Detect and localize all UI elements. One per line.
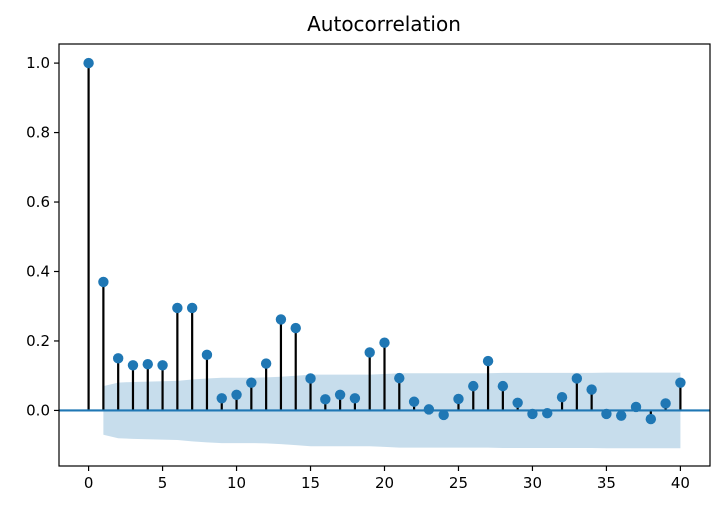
x-tick-label-35: 35 — [597, 474, 616, 492]
x-tick-label-15: 15 — [301, 474, 320, 492]
acf-point-lag-7 — [186, 302, 198, 314]
acf-point-lag-40 — [675, 377, 686, 388]
acf-point-lag-23 — [423, 404, 435, 415]
acf-point-lag-34 — [586, 384, 597, 395]
acf-point-lag-1 — [98, 276, 109, 288]
y-tick-label-1: 0.2 — [26, 332, 50, 350]
acf-point-lag-24 — [438, 409, 449, 421]
acf-point-lag-31 — [542, 408, 553, 419]
chart-title: Autocorrelation — [307, 12, 461, 36]
acf-point-lag-19 — [364, 347, 375, 358]
acf-point-lag-27 — [482, 355, 494, 367]
acf-point-lag-28 — [497, 380, 509, 392]
acf-point-lag-20 — [379, 337, 390, 348]
acf-point-lag-26 — [468, 380, 479, 392]
acf-point-lag-13 — [275, 314, 287, 325]
x-tick-label-20: 20 — [375, 474, 394, 492]
x-tick-label-10: 10 — [227, 474, 246, 492]
marker-layer — [83, 57, 686, 425]
acf-point-lag-9 — [216, 393, 227, 404]
acf-point-lag-29 — [512, 397, 523, 408]
acf-point-lag-4 — [142, 359, 153, 370]
x-tick-label-5: 5 — [158, 474, 168, 492]
acf-point-lag-16 — [320, 394, 331, 405]
y-tick-label-3: 0.6 — [26, 193, 50, 211]
x-axis: 0 5 10 15 20 25 30 35 40 — [84, 466, 690, 492]
acf-point-lag-30 — [527, 408, 538, 420]
acf-point-lag-35 — [601, 408, 612, 420]
acf-point-lag-33 — [571, 373, 583, 384]
stem-layer — [87, 63, 682, 420]
acf-point-lag-39 — [660, 398, 671, 409]
acf-point-lag-0 — [83, 57, 94, 69]
acf-point-lag-22 — [408, 396, 420, 407]
x-tick-label-40: 40 — [671, 474, 690, 492]
y-tick-label-2: 0.4 — [26, 262, 50, 280]
acf-point-lag-6 — [172, 302, 183, 314]
acf-point-lag-38 — [645, 413, 657, 425]
acf-point-lag-36 — [616, 410, 627, 421]
acf-point-lag-5 — [157, 360, 168, 371]
acf-point-lag-21 — [394, 372, 405, 384]
acf-point-lag-10 — [231, 389, 242, 400]
acf-point-lag-8 — [201, 349, 213, 361]
acf-point-lag-14 — [290, 322, 301, 334]
x-tick-label-30: 30 — [523, 474, 542, 492]
y-tick-label-4: 0.8 — [26, 124, 50, 142]
acf-point-lag-37 — [630, 401, 642, 413]
acf-point-lag-32 — [556, 392, 568, 403]
acf-point-lag-3 — [127, 360, 139, 371]
acf-point-lag-11 — [246, 377, 257, 388]
y-tick-label-5: 1.0 — [26, 54, 50, 72]
acf-point-lag-25 — [453, 393, 464, 405]
acf-point-lag-2 — [112, 353, 124, 364]
x-tick-label-0: 0 — [84, 474, 94, 492]
acf-point-lag-15 — [305, 373, 316, 384]
acf-point-lag-18 — [349, 393, 361, 404]
y-axis: 0.0 0.2 0.4 0.6 0.8 1.0 — [26, 54, 59, 419]
acf-point-lag-17 — [334, 389, 346, 400]
acf-point-lag-12 — [260, 358, 272, 369]
x-tick-label-25: 25 — [449, 474, 468, 492]
y-tick-label-0: 0.0 — [26, 401, 50, 419]
